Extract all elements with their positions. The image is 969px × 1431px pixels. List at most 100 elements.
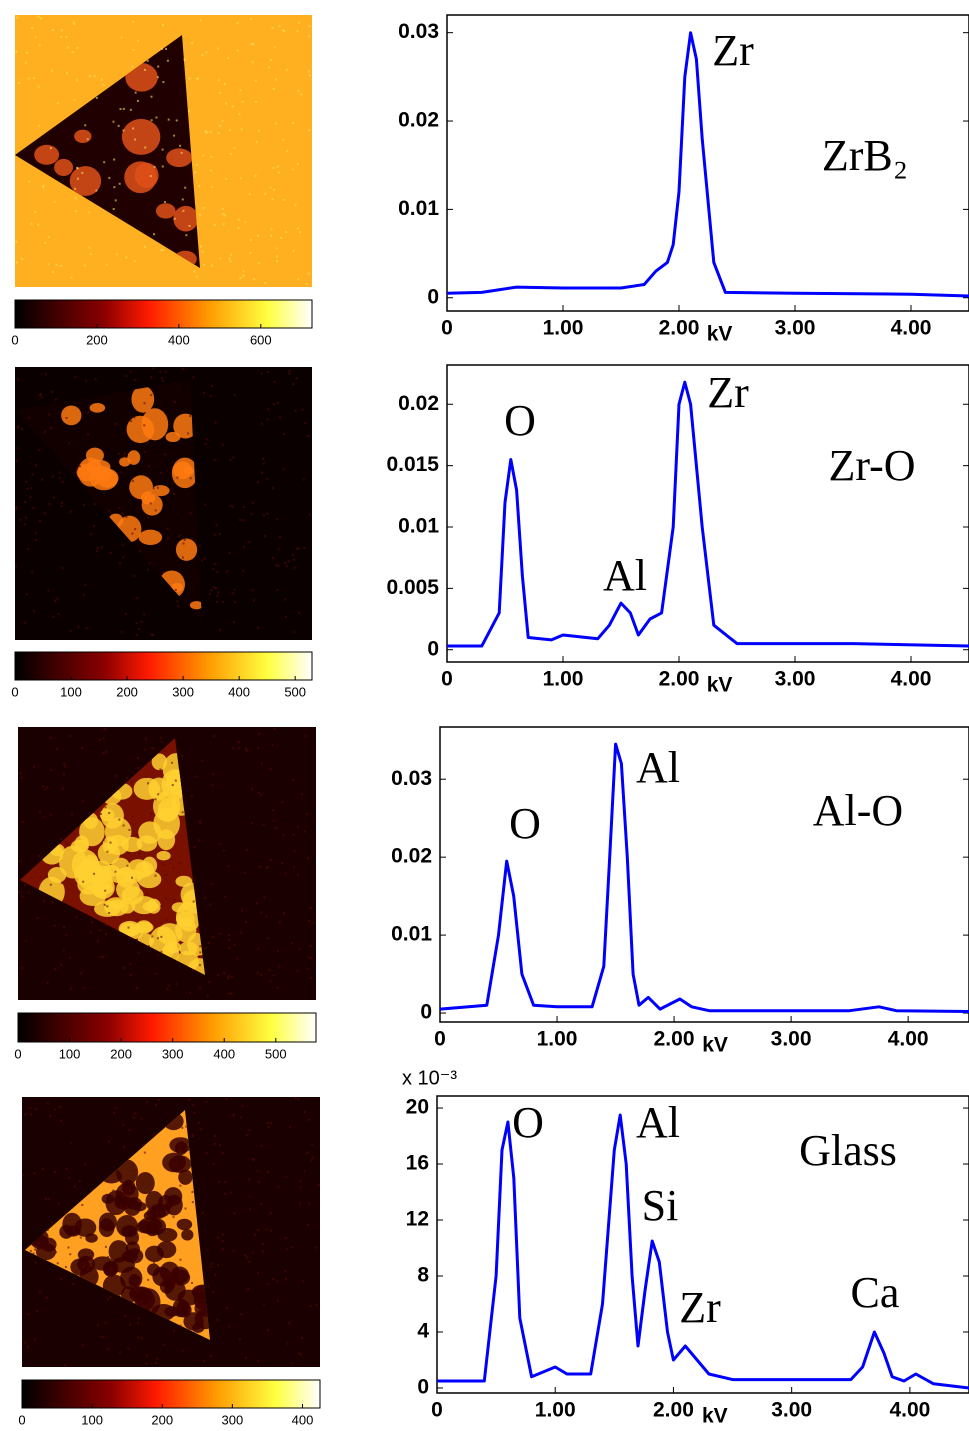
noise xyxy=(267,937,269,939)
noise xyxy=(260,1203,262,1205)
noise xyxy=(222,1248,224,1250)
noise xyxy=(70,277,72,279)
peak-label: O xyxy=(509,799,541,848)
noise xyxy=(267,418,269,420)
noise xyxy=(193,270,195,272)
noise xyxy=(25,516,27,518)
noise xyxy=(223,850,225,852)
noise xyxy=(275,827,277,829)
noise xyxy=(267,1171,269,1173)
noise xyxy=(27,1313,29,1315)
noise xyxy=(138,852,140,854)
noise xyxy=(189,415,191,417)
noise xyxy=(96,550,98,552)
noise xyxy=(121,512,123,514)
grain xyxy=(165,1195,182,1216)
noise xyxy=(270,768,272,770)
noise xyxy=(204,504,206,506)
noise xyxy=(185,234,187,236)
noise xyxy=(278,548,280,550)
noise xyxy=(200,19,202,21)
noise xyxy=(270,186,272,188)
noise xyxy=(208,981,210,983)
noise xyxy=(198,185,200,187)
noise xyxy=(232,1114,234,1116)
noise xyxy=(145,776,147,778)
noise xyxy=(144,147,146,149)
noise xyxy=(134,528,136,530)
noise xyxy=(82,800,84,802)
noise xyxy=(210,589,212,591)
noise xyxy=(134,1112,136,1114)
noise xyxy=(80,972,82,974)
noise xyxy=(131,533,133,535)
noise xyxy=(132,66,134,68)
noise xyxy=(293,559,295,561)
noise xyxy=(228,975,230,977)
noise xyxy=(28,417,30,419)
noise xyxy=(93,873,95,875)
noise xyxy=(101,546,103,548)
noise xyxy=(251,589,253,591)
noise xyxy=(28,181,30,183)
noise xyxy=(284,562,286,564)
noise xyxy=(63,949,65,951)
noise xyxy=(207,995,209,997)
page: {"chart_data": [ {"type": "colorbar", "x… xyxy=(0,0,969,1431)
noise xyxy=(300,1354,302,1356)
noise xyxy=(305,735,307,737)
noise xyxy=(212,568,214,570)
noise xyxy=(132,127,134,129)
noise xyxy=(129,1194,131,1196)
noise xyxy=(279,416,281,418)
peak-label: Zr-O xyxy=(828,441,915,490)
noise xyxy=(77,626,79,628)
noise xyxy=(168,984,170,986)
noise xyxy=(199,951,201,953)
noise xyxy=(205,947,207,949)
noise xyxy=(242,275,244,277)
noise xyxy=(194,171,196,173)
noise xyxy=(116,895,118,897)
noise xyxy=(292,779,294,781)
noise xyxy=(90,533,92,535)
peak-label: Al xyxy=(636,1098,680,1147)
noise xyxy=(150,376,152,378)
y-tick-label: 0.005 xyxy=(386,576,439,599)
noise xyxy=(26,52,28,54)
noise xyxy=(155,875,157,877)
noise xyxy=(129,1129,131,1131)
noise xyxy=(153,233,155,235)
noise xyxy=(133,575,135,577)
noise xyxy=(108,812,110,814)
noise xyxy=(293,631,295,633)
noise xyxy=(204,557,206,559)
peak-label: Al xyxy=(636,743,680,792)
noise xyxy=(240,177,242,179)
noise xyxy=(38,449,40,451)
noise xyxy=(241,909,243,911)
grain xyxy=(96,469,119,488)
noise xyxy=(271,228,273,230)
x-tick-label: 4.00 xyxy=(891,317,932,340)
noise xyxy=(297,90,299,92)
noise xyxy=(252,61,254,63)
noise xyxy=(94,503,96,505)
noise xyxy=(263,1303,265,1305)
noise xyxy=(225,1098,227,1100)
noise xyxy=(211,385,213,387)
colorbar-tick-label: 500 xyxy=(265,1046,287,1061)
noise xyxy=(257,481,259,483)
peak-label: Zr xyxy=(679,1283,721,1332)
y-tick-label: 8 xyxy=(417,1264,429,1287)
noise xyxy=(174,401,176,403)
y-tick-label: 0 xyxy=(427,637,439,660)
noise xyxy=(50,737,52,739)
noise xyxy=(38,125,40,127)
noise xyxy=(184,1208,186,1210)
grain xyxy=(136,1172,155,1194)
noise xyxy=(291,1363,293,1365)
noise xyxy=(293,834,295,836)
noise xyxy=(249,1195,251,1197)
noise xyxy=(280,237,282,239)
